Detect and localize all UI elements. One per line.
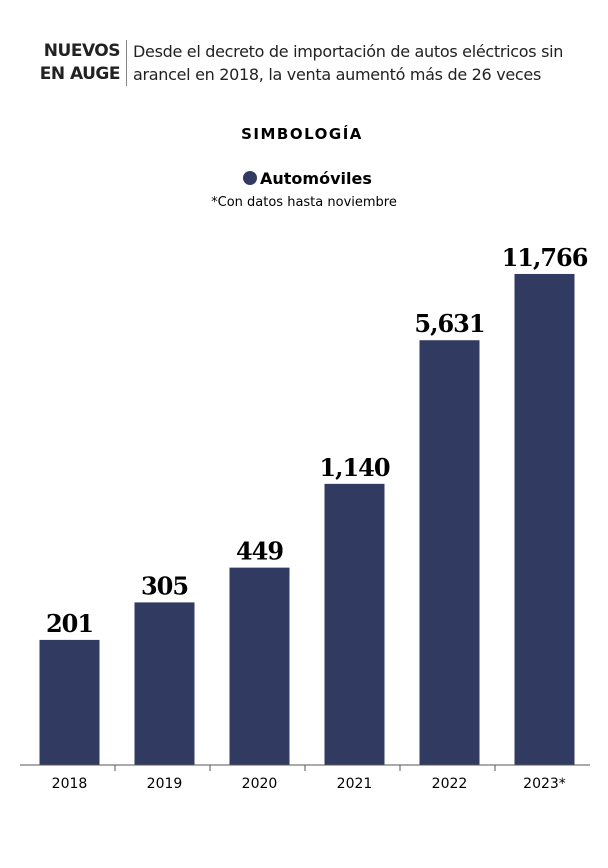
- bar: [134, 602, 195, 765]
- chart-title: NUEVOS EN AUGE: [38, 40, 127, 86]
- note: *Con datos hasta noviembre: [211, 195, 397, 210]
- x-tick-label: 2018: [52, 776, 88, 792]
- value-label: 449: [236, 537, 283, 566]
- value-label: 201: [46, 609, 93, 638]
- value-label: 1,140: [319, 453, 389, 482]
- x-tick-label: 2019: [147, 776, 183, 792]
- bar: [419, 340, 480, 765]
- x-tick-label: 2022: [432, 776, 468, 792]
- bar: [39, 639, 100, 765]
- value-label: 5,631: [414, 309, 484, 338]
- chart-subtitle: Desde el decreto de importación de autos…: [133, 42, 564, 84]
- bar: [229, 567, 290, 765]
- x-tick-label: 2020: [242, 776, 278, 792]
- legend-swatch: [243, 171, 257, 185]
- value-label: 11,766: [502, 243, 588, 272]
- header: NUEVOS EN AUGE Desde el decreto de impor…: [38, 40, 573, 86]
- legend-title: SIMBOLOGÍA: [241, 124, 363, 143]
- value-label: 305: [141, 571, 188, 600]
- legend-label: Automóviles: [260, 169, 372, 188]
- bar: [324, 483, 385, 765]
- x-tick-label: 2021: [337, 776, 373, 792]
- bar: [514, 273, 575, 765]
- x-tick-label: 2023*: [523, 776, 566, 792]
